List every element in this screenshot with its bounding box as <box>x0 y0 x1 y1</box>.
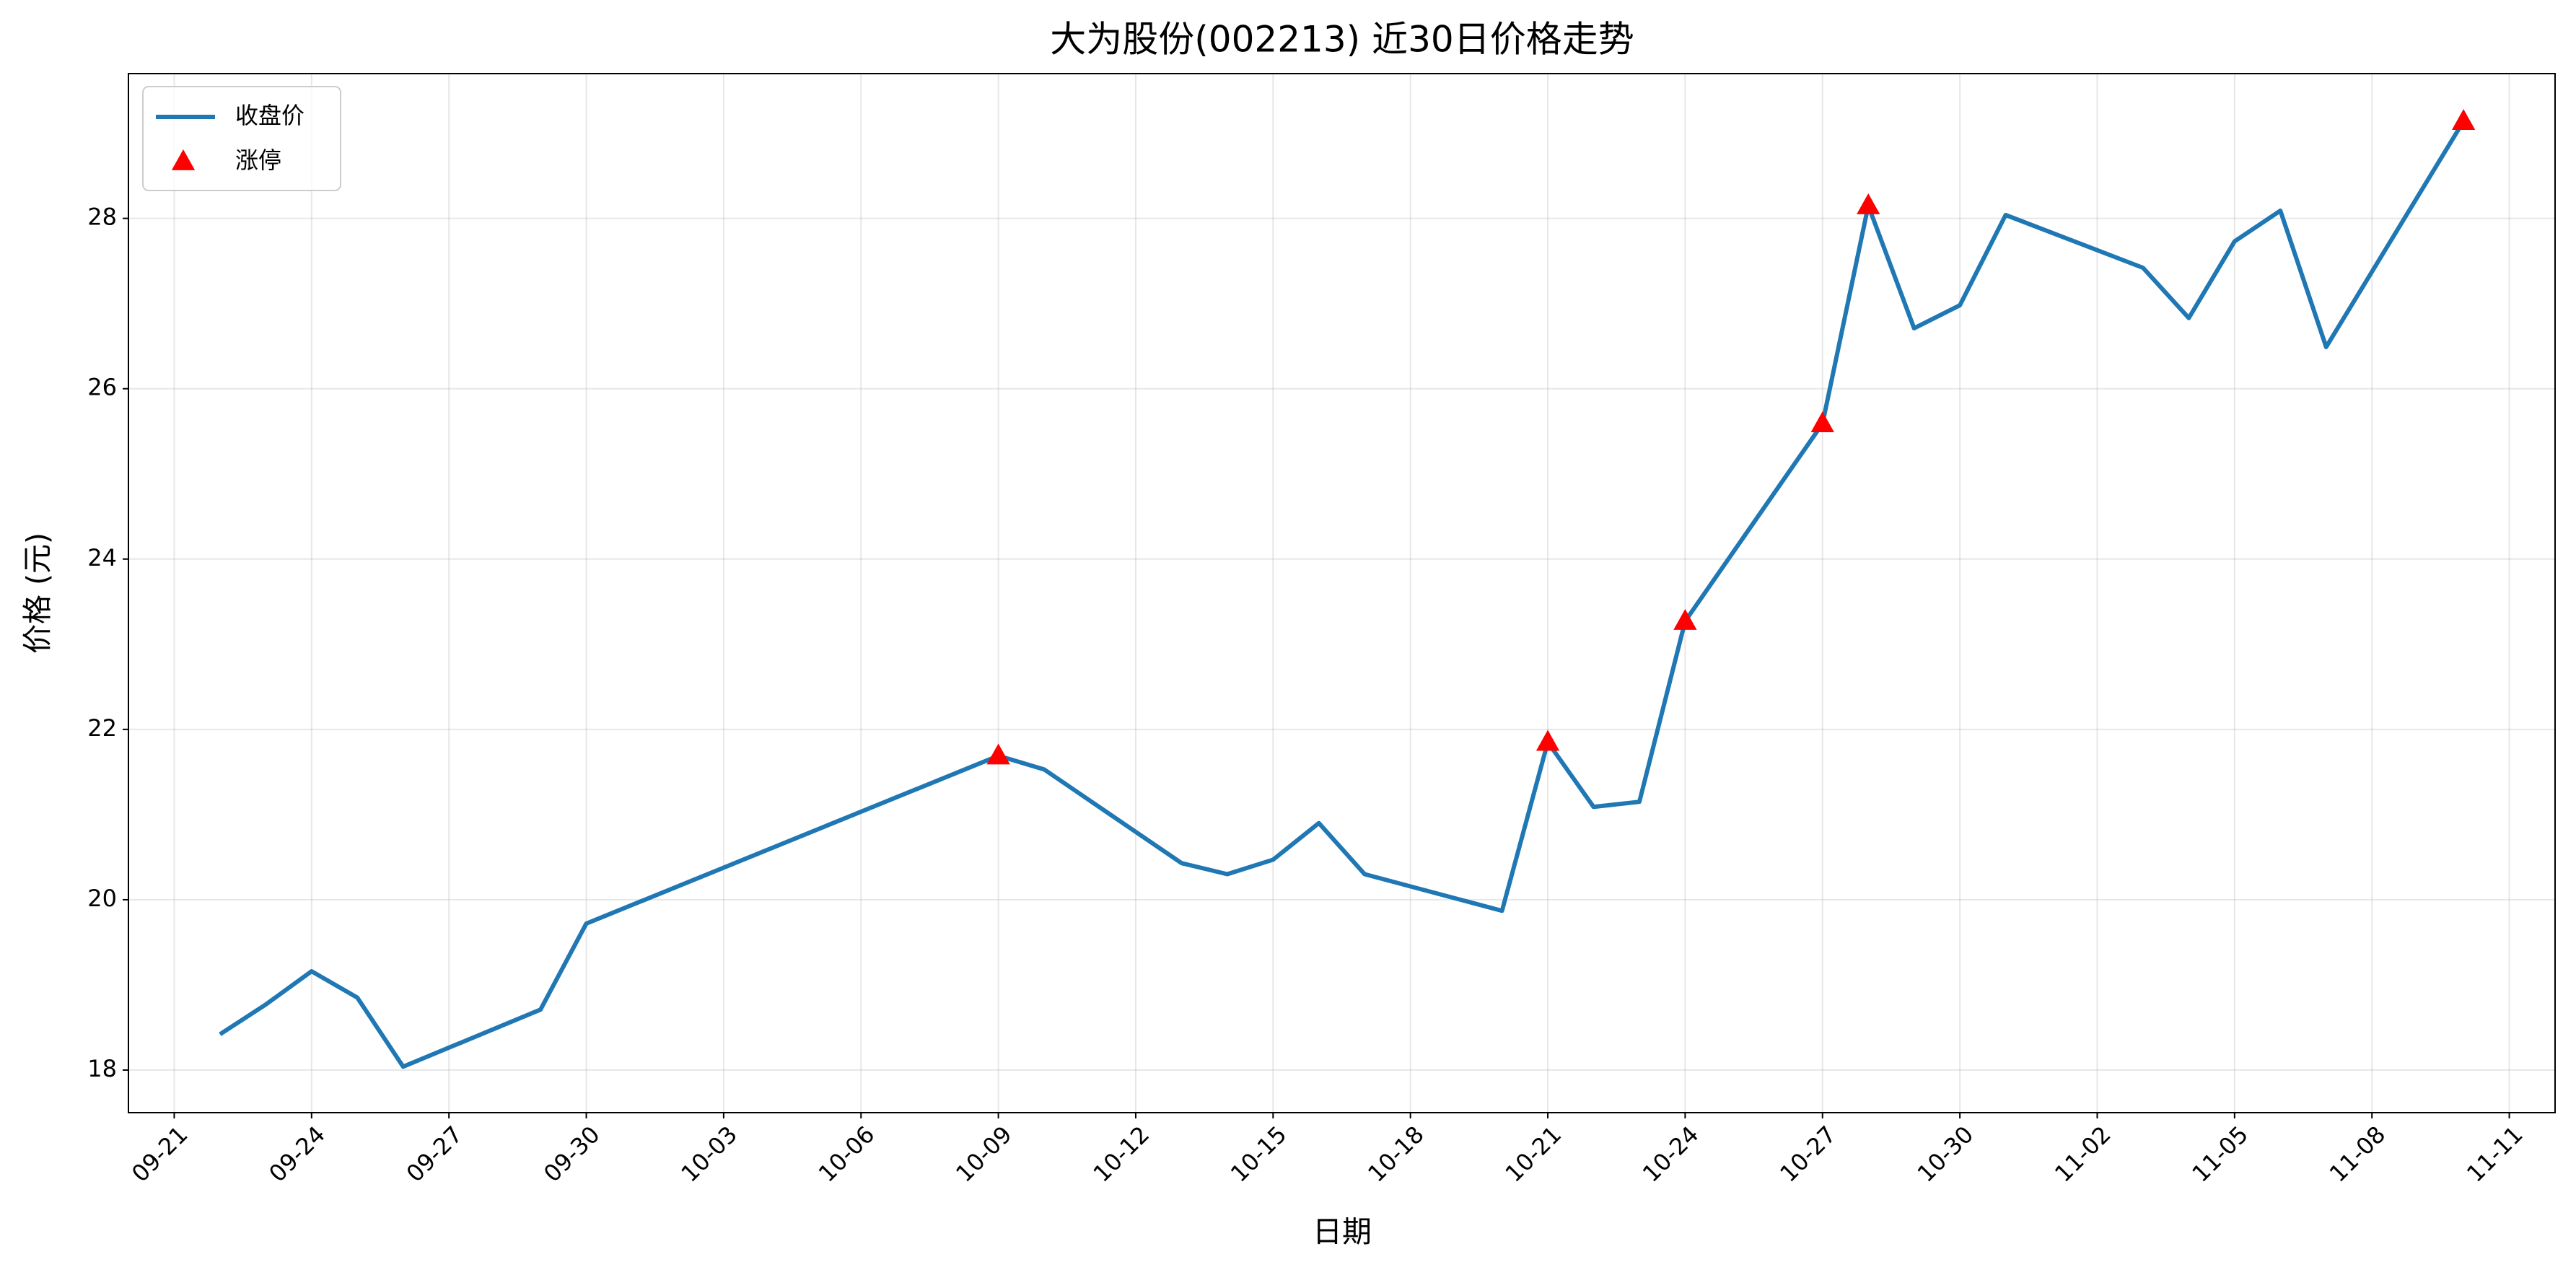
y-tick-label: 28 <box>87 203 117 231</box>
limit-up-marker <box>1810 411 1834 433</box>
limit-up-marker <box>1857 193 1880 214</box>
price-line <box>219 120 2466 1069</box>
limit-up-marker <box>986 743 1010 765</box>
legend-label: 涨停 <box>235 146 281 174</box>
chart-title: 大为股份(002213) 近30日价格走势 <box>1050 19 1634 61</box>
y-tick-label: 22 <box>87 714 117 742</box>
plot-frame <box>128 73 2556 1113</box>
limit-up-marker <box>2451 109 2476 130</box>
legend-label: 收盘价 <box>235 102 305 129</box>
y-tick-label: 18 <box>87 1055 117 1082</box>
legend-box <box>142 86 341 191</box>
y-axis-label: 价格 (元) <box>20 533 55 654</box>
y-tick-label: 20 <box>87 885 117 912</box>
y-tick-label: 24 <box>87 544 117 571</box>
limit-up-marker <box>1535 729 1560 751</box>
legend-swatch <box>171 149 196 170</box>
y-tick-label: 26 <box>87 374 117 401</box>
limit-up-marker <box>1673 608 1697 630</box>
x-axis-label: 日期 <box>1313 1214 1372 1249</box>
